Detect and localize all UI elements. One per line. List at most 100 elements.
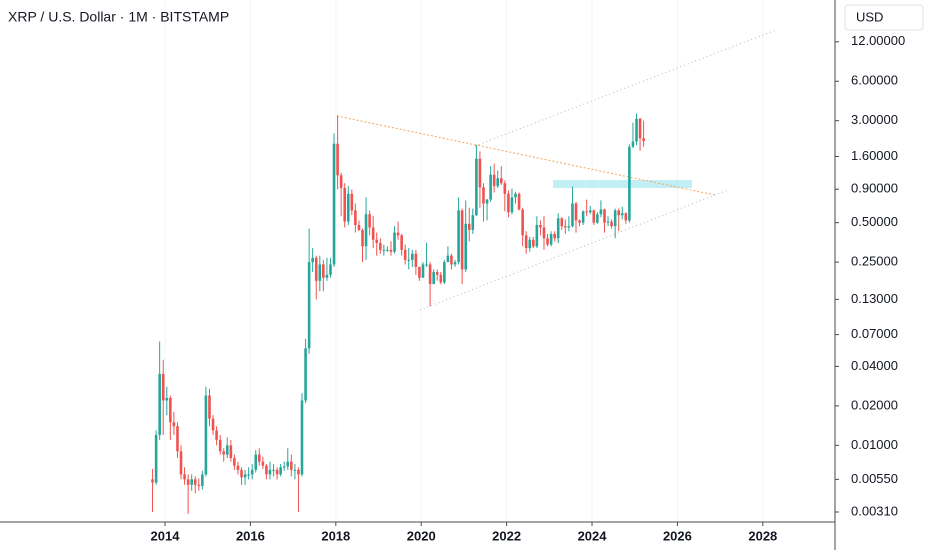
candle-body [574,203,578,221]
candle-body [318,264,322,281]
candle-body [496,178,500,187]
candle-body [190,479,193,485]
candle-body [585,211,588,213]
candle-body [307,262,311,349]
candle-body [240,469,243,478]
candle-body [453,262,457,265]
x-tick-label: 2022 [492,528,521,543]
candle-body [403,249,407,260]
x-tick-label: 2020 [407,528,436,543]
candle-body [375,239,379,243]
candle-body [364,214,368,247]
candle-body [581,211,585,223]
candle-body [286,461,290,467]
candle-body [222,451,226,455]
candle-body [624,213,628,221]
candle-body [250,469,254,475]
y-tick-label: 0.13000 [851,291,898,306]
candle-body [553,233,556,239]
candle-body [628,146,631,221]
zone-box [553,180,692,188]
candle-body [332,143,336,265]
candle-body [282,466,286,468]
x-tick-label: 2014 [151,528,181,543]
candle-body [268,469,272,475]
candle-body [620,213,624,216]
candle-body [154,434,158,483]
candle-body [588,210,592,213]
currency-label[interactable]: USD [856,9,883,24]
candle-body [603,209,606,223]
candle-body [407,259,411,261]
candle-body [169,397,172,423]
candle-body [254,454,258,470]
candle-body [499,178,503,184]
candle-body [396,232,400,236]
candle-body [393,232,396,252]
currency-button[interactable] [844,4,924,31]
candle-body [592,210,596,223]
candle-body [229,445,233,459]
candle-body [617,210,621,216]
candle-body [450,255,453,265]
candle-body [421,264,425,278]
candle-body [329,264,332,275]
y-tick-label: 0.00550 [851,471,898,486]
grid [164,0,764,522]
trend-line [474,29,777,147]
candle-body [471,215,475,230]
candle-body [357,224,361,230]
candles [151,113,645,514]
axes: 2014 2016 2018 2020 2022 2024 2026 2028 12.00000… [151,33,906,543]
candle-body [482,187,485,204]
candle-body [478,158,482,188]
candle-body [446,255,450,263]
y-tick-label: 0.01000 [851,437,898,452]
candle-body [233,458,236,466]
x-tick-label: 2028 [748,528,777,543]
candle-body [432,272,435,285]
candle-body [556,218,560,239]
candle-body [631,141,635,147]
candle-body [635,118,638,142]
candle-body [464,223,468,270]
candle-body [521,209,524,236]
candle-body [343,187,346,222]
candle-body [354,210,357,225]
candle-body [510,197,514,213]
candle-body [300,400,304,475]
candle-body [467,223,471,230]
candle-body [439,274,443,283]
y-tick-label: 3.00000 [851,112,898,127]
candle-body [201,474,204,486]
candle-body [418,266,421,278]
y-tick-label: 0.50000 [851,214,898,229]
candle-body [428,264,432,285]
candle-body [532,239,535,247]
candle-body [535,224,539,247]
candle-body [265,465,268,475]
candle-body [290,461,293,470]
y-tick-label: 0.07000 [851,326,898,341]
candle-body [435,272,439,275]
candle-body [179,451,183,475]
candle-body [457,210,460,263]
candle-body [503,183,507,194]
y-tick-label: 0.90000 [851,181,898,196]
candle-body [225,445,229,455]
y-tick-label: 0.02000 [851,397,898,412]
candle-body [596,214,599,223]
candle-body [507,193,510,213]
candle-body [297,469,300,475]
candle-body [350,193,354,211]
candle-body [322,264,325,278]
candle-body [208,395,211,419]
candle-body [443,262,446,283]
candle-body [485,199,489,204]
candle-body [642,138,645,141]
candle-body [571,203,574,227]
candle-body [414,253,418,267]
candle-body [489,174,492,200]
candle-body [275,469,279,475]
